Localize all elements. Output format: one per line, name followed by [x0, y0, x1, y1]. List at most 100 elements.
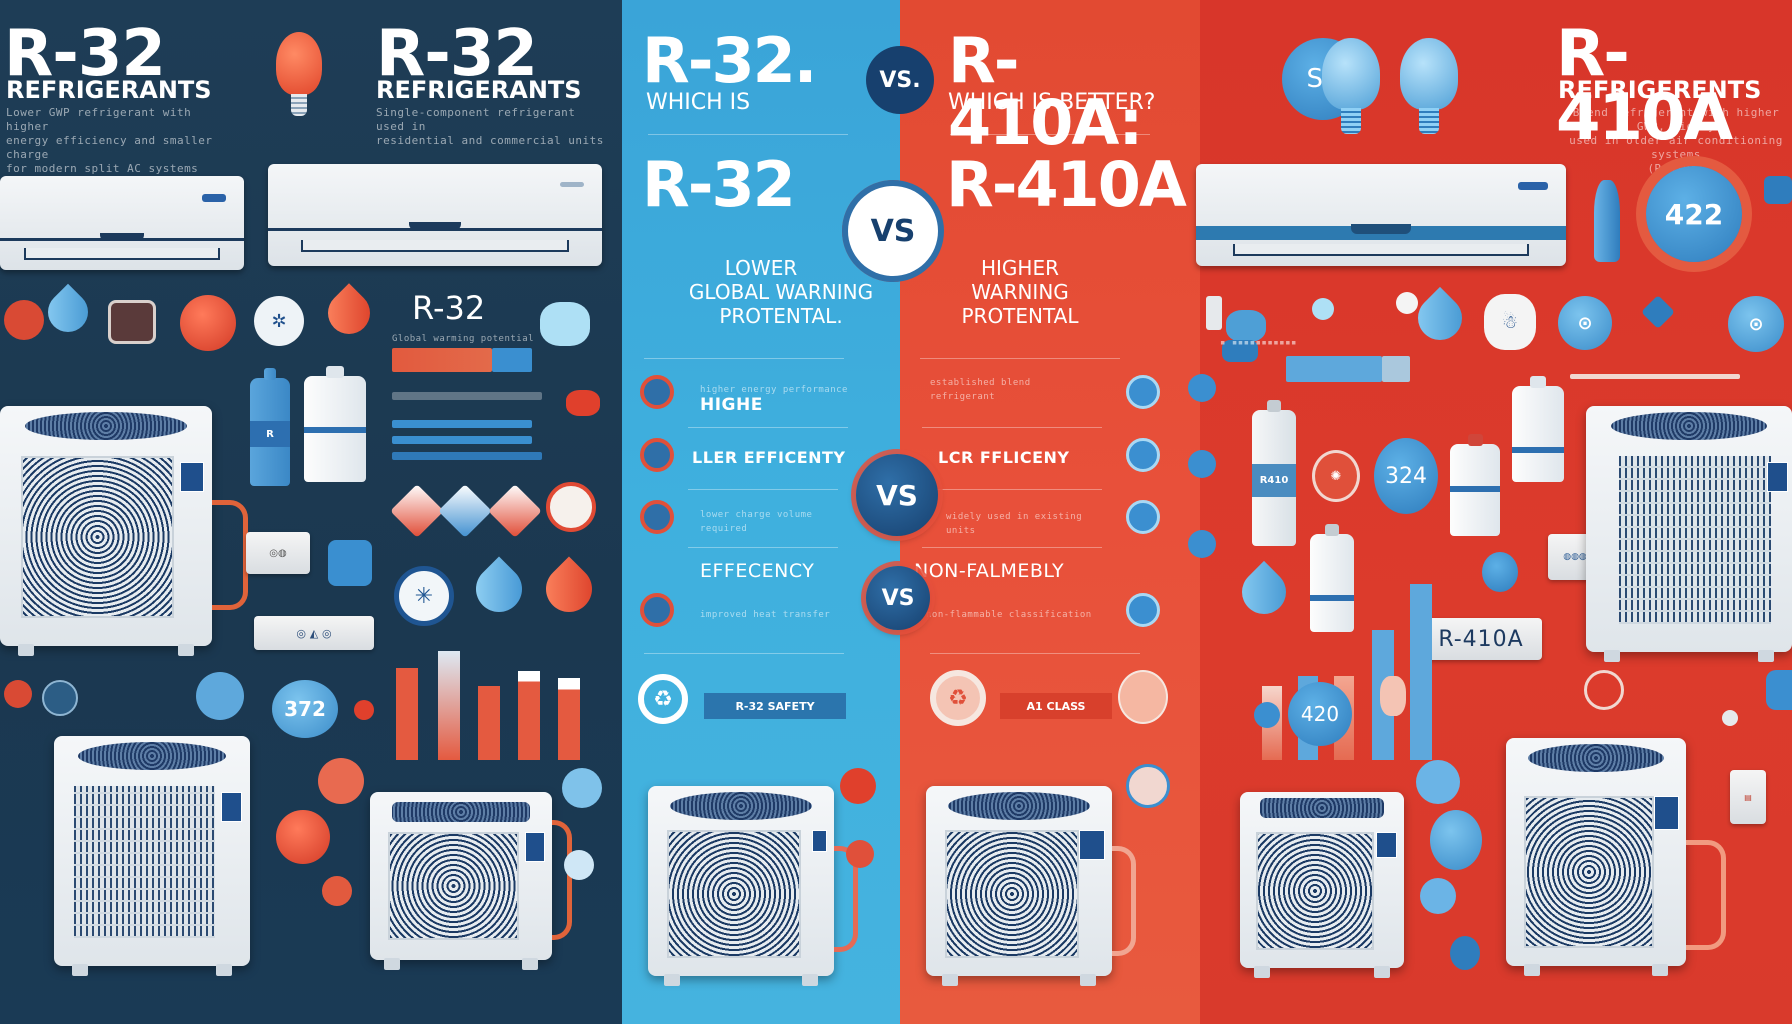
tag-plate: ◎ ◭ ◎	[254, 616, 374, 650]
divider	[922, 489, 1102, 490]
indoor-ac-unit	[268, 164, 602, 266]
drop-icon	[488, 484, 542, 538]
side-icon	[1188, 374, 1216, 402]
drop-icon	[390, 484, 444, 538]
refrigerant-jug	[304, 366, 366, 482]
blue-heading: LOWER GLOBAL WARNING PROTENTAL.	[622, 258, 900, 326]
leaf-icon: ✲	[254, 296, 304, 346]
bulb-icon	[276, 32, 322, 120]
search-icon[interactable]	[640, 593, 674, 627]
gear-icon[interactable]	[1126, 438, 1160, 472]
info-panel: ▤	[1730, 770, 1766, 824]
info-bar	[392, 452, 542, 460]
fire-badge-icon	[1118, 670, 1168, 724]
section-label-r32: R-32	[412, 289, 486, 327]
user-icon[interactable]	[1126, 500, 1160, 534]
red-heading: HIGHER WARNING PROTENTAL	[900, 258, 1140, 326]
water-drop-icon	[39, 283, 97, 341]
flame-drop-icon	[319, 283, 379, 343]
divider	[930, 653, 1140, 654]
blurb-line: residential and commercial units	[376, 134, 604, 147]
divider	[950, 134, 1150, 135]
bar	[1410, 583, 1432, 760]
blurb-line: Blend refrigerant with higher GWP, widel…	[1572, 106, 1780, 133]
right-blurb: Blend refrigerant with higher GWP, widel…	[1558, 106, 1792, 176]
middle-panel-r410a: R-410A: WHICH IS BETTER? R-410A HIGHER W…	[900, 0, 1200, 1024]
header-left-sub: WHICH IS	[646, 90, 751, 115]
tag-icon	[1641, 295, 1675, 329]
outdoor-ac-unit	[1240, 792, 1404, 978]
row-detail: non-flammable classification	[926, 610, 1092, 620]
key-icon	[1226, 310, 1266, 342]
bulb-icon	[1400, 38, 1458, 138]
alarm-icon	[1584, 670, 1624, 710]
refrigerant-cylinder: R	[250, 368, 290, 486]
divider	[688, 489, 838, 490]
refrigerant-jug	[1310, 524, 1354, 632]
side-icon	[1722, 710, 1738, 726]
info-bar	[392, 420, 532, 428]
value-badge-324: 324	[1374, 438, 1438, 514]
row-label-effecency: EFFECENCY	[700, 560, 815, 582]
device-icon	[1764, 176, 1792, 204]
r410a-label-plate: R-410A	[1420, 618, 1542, 660]
tag-red: A1 CLASS	[1000, 693, 1112, 719]
gwp-bar-chart	[392, 636, 592, 760]
drop-badge-icon	[1450, 936, 1480, 970]
timer-icon: ⊙	[1558, 296, 1612, 350]
divider	[688, 427, 848, 428]
left-blurb-2: Single-component refrigerant used in res…	[376, 106, 606, 148]
refrigerant-pipe	[1112, 846, 1136, 956]
outdoor-ac-unit	[1506, 738, 1686, 976]
blurb-line: for modern split AC systems	[6, 162, 199, 175]
heading-line: HIGHER	[980, 256, 1059, 280]
flame-icon	[180, 295, 236, 351]
divider	[648, 134, 848, 135]
bar	[438, 650, 460, 760]
value-badge-372: 372	[272, 680, 338, 738]
drop-icon	[1126, 764, 1170, 808]
left-title-2: R-32	[376, 17, 538, 91]
cone-icon	[1594, 180, 1620, 262]
heading-line: PROTENTAL	[961, 304, 1079, 328]
info-bar	[392, 392, 542, 400]
cylinder-icon[interactable]	[640, 500, 674, 534]
vs-badge-middle-1: VS	[856, 454, 938, 536]
fan-icon	[564, 850, 594, 880]
outdoor-ac-unit	[648, 786, 834, 986]
chart-icon[interactable]	[1126, 375, 1160, 409]
info-bar	[392, 436, 532, 444]
vs-badge-header: VS.	[866, 46, 934, 114]
refrigerant-cylinder: R410	[1252, 400, 1296, 546]
outdoor-ac-unit	[0, 406, 212, 656]
gauge-badge-422: 422	[1646, 166, 1742, 262]
blurb-line: Single-component refrigerant used in	[376, 106, 576, 133]
header-left-title: R-32.	[642, 24, 817, 97]
cloud-icon	[1312, 298, 1334, 320]
cloud-icon	[1420, 878, 1456, 914]
misc-icon	[4, 680, 32, 708]
thermometer-icon[interactable]	[640, 438, 674, 472]
weather-icon	[1416, 760, 1460, 804]
heading-line: PROTENTAL.	[719, 304, 843, 328]
side-icon	[1188, 450, 1216, 478]
efficiency-icon[interactable]	[640, 375, 674, 409]
row-detail: widely used in existing units	[946, 512, 1083, 536]
misc-icon	[42, 680, 78, 716]
row-label-efficiency: LCR FFLICENY	[938, 448, 1070, 467]
drop-badge-icon	[1254, 702, 1280, 728]
refrigerant-pipe	[212, 500, 248, 610]
tag-blue: R-32 SAFETY	[704, 693, 846, 719]
header-right-title: R-410A:	[948, 24, 1143, 159]
flame-icon	[318, 758, 364, 804]
divider	[688, 547, 838, 548]
bar	[396, 668, 418, 760]
recycle-icon: ♻	[930, 670, 986, 726]
misc-icon	[322, 876, 352, 906]
divider	[922, 427, 1102, 428]
water-drop-icon	[1408, 286, 1472, 350]
divider	[644, 653, 844, 654]
clock-icon[interactable]	[1126, 593, 1160, 627]
left-blurb-1: Lower GWP refrigerant with higher energy…	[6, 106, 226, 176]
shield-icon: ☃	[1484, 294, 1536, 350]
